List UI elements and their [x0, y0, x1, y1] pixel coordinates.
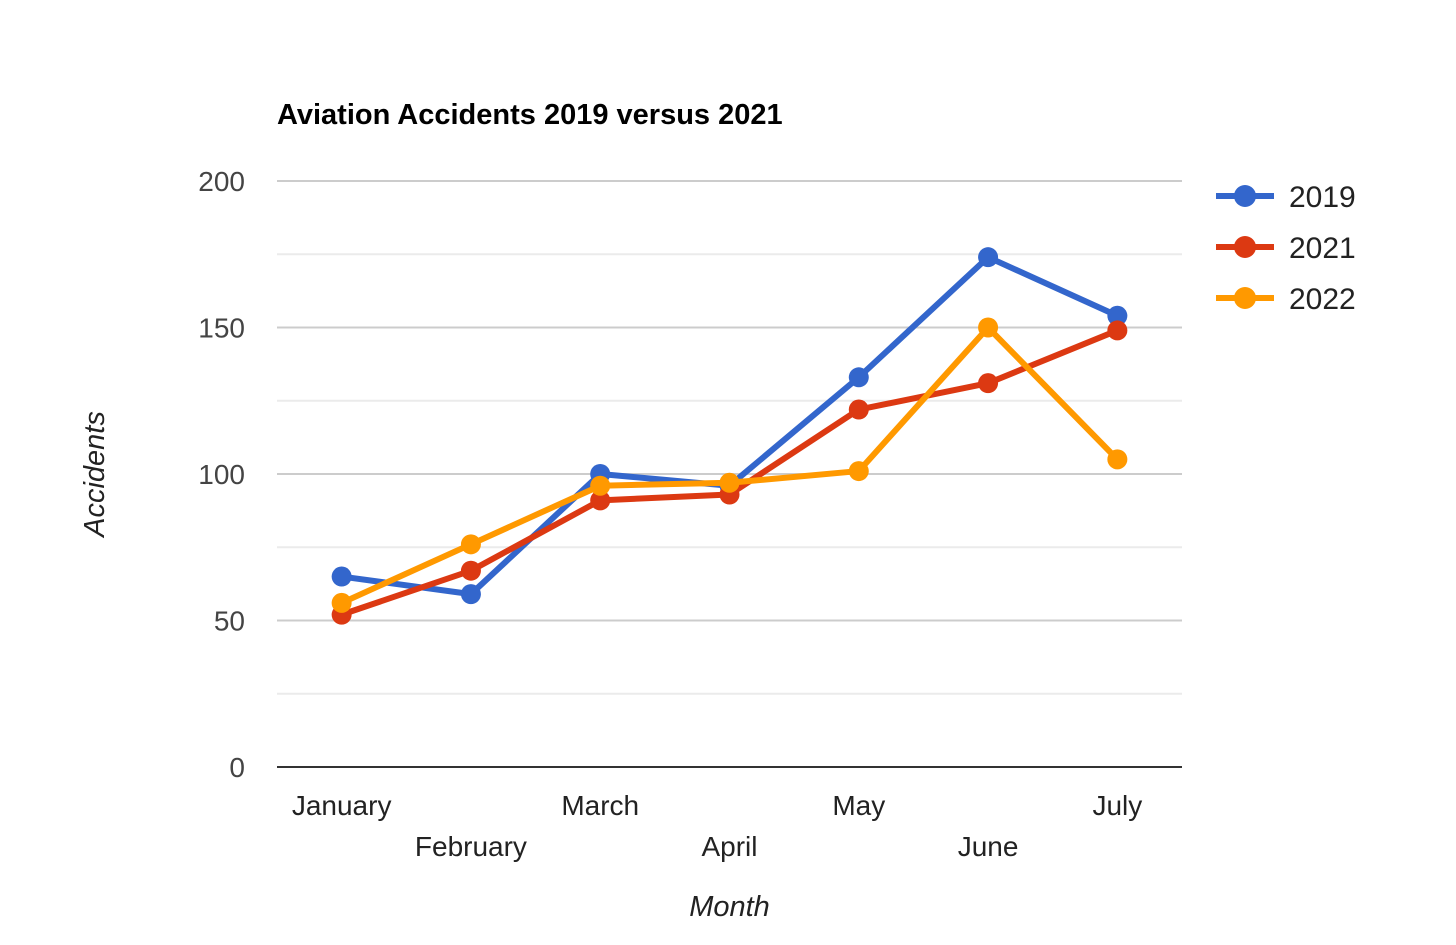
data-point[interactable] — [460, 534, 481, 555]
data-point[interactable] — [1107, 305, 1128, 326]
data-point[interactable] — [590, 490, 611, 511]
y-axis-title: Accidents — [79, 411, 111, 539]
series-2021 — [331, 320, 1128, 625]
x-tick-label: March — [561, 790, 639, 821]
legend-item-2019[interactable]: 2019 — [1216, 181, 1356, 214]
data-point[interactable] — [719, 472, 740, 493]
x-tick-label: February — [415, 831, 527, 862]
legend[interactable]: 2019 2021 2022 — [1216, 181, 1356, 316]
legend-marker — [1234, 185, 1256, 207]
x-axis-ticks: January February March April May June July — [292, 790, 1142, 862]
data-point[interactable] — [848, 399, 869, 420]
series-line — [338, 324, 1121, 606]
legend-marker — [1234, 287, 1256, 309]
legend-label: 2021 — [1289, 232, 1356, 265]
x-axis-title: Month — [689, 891, 770, 923]
data-point[interactable] — [590, 475, 611, 496]
y-tick-label: 50 — [214, 606, 245, 637]
data-point[interactable] — [978, 317, 999, 338]
y-tick-label: 200 — [198, 166, 245, 197]
x-tick-label: April — [701, 831, 757, 862]
y-axis-ticks: 0 50 100 150 200 — [198, 166, 245, 783]
legend-item-2022[interactable]: 2022 — [1216, 283, 1356, 316]
x-tick-label: January — [292, 790, 392, 821]
x-tick-label: July — [1092, 790, 1142, 821]
series-group — [331, 247, 1128, 625]
legend-item-2021[interactable]: 2021 — [1216, 232, 1356, 265]
data-point[interactable] — [331, 566, 352, 587]
data-point[interactable] — [978, 373, 999, 394]
data-point[interactable] — [460, 560, 481, 581]
x-tick-label: June — [958, 831, 1019, 862]
gridlines — [277, 180, 1182, 695]
y-tick-label: 100 — [198, 459, 245, 490]
data-point[interactable] — [848, 461, 869, 482]
series-line — [338, 327, 1121, 618]
data-point[interactable] — [460, 584, 481, 605]
legend-marker — [1234, 236, 1256, 258]
y-tick-label: 150 — [198, 313, 245, 344]
chart-title: Aviation Accidents 2019 versus 2021 — [277, 99, 783, 131]
data-point[interactable] — [848, 367, 869, 388]
x-tick-label: May — [832, 790, 885, 821]
data-point[interactable] — [1107, 449, 1128, 470]
data-point[interactable] — [978, 247, 999, 268]
series-2022 — [331, 317, 1128, 613]
series-line — [338, 254, 1121, 598]
data-point[interactable] — [331, 592, 352, 613]
y-tick-label: 0 — [229, 752, 245, 783]
data-point[interactable] — [1107, 320, 1128, 341]
legend-label: 2022 — [1289, 283, 1356, 316]
legend-label: 2019 — [1289, 181, 1356, 214]
